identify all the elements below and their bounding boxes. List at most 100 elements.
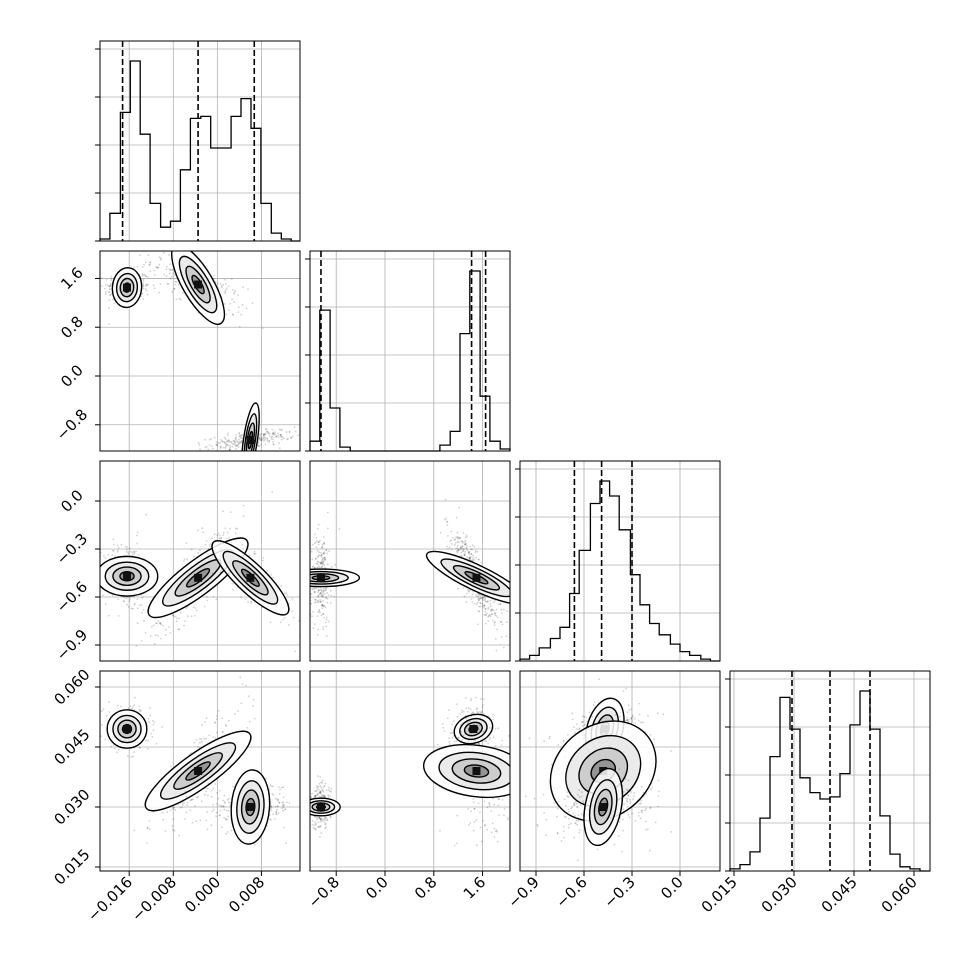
scatter-point: [224, 445, 227, 448]
scatter-point: [219, 571, 222, 574]
scatter-point: [133, 603, 136, 606]
scatter-point: [112, 538, 115, 540]
scatter-point: [471, 548, 474, 551]
density-peak: [472, 767, 481, 775]
scatter-point: [628, 816, 631, 819]
scatter-point: [283, 826, 285, 829]
scatter-point: [127, 605, 130, 608]
scatter-point: [160, 637, 162, 640]
scatter-point: [211, 537, 213, 540]
scatter-point: [151, 735, 154, 738]
scatter-point: [464, 539, 467, 542]
scatter-point: [436, 743, 439, 746]
scatter-point: [221, 440, 223, 442]
scatter-point: [216, 534, 219, 537]
scatter-point: [174, 274, 176, 276]
scatter-point: [184, 620, 186, 622]
scatter-point: [469, 545, 471, 548]
scatter-point: [326, 552, 328, 555]
scatter-point: [109, 283, 112, 285]
scatter-point: [320, 593, 323, 596]
scatter-point: [626, 716, 628, 719]
scatter-point: [312, 565, 315, 568]
scatter-point: [211, 810, 214, 813]
scatter-point: [133, 829, 136, 832]
histogram-step: [309, 270, 511, 452]
scatter-point: [317, 826, 320, 829]
scatter-point: [320, 781, 323, 784]
scatter-point: [511, 646, 513, 648]
scatter-point: [325, 816, 328, 819]
scatter-point: [473, 807, 476, 810]
scatter-point: [215, 441, 218, 443]
density-peak: [122, 572, 131, 581]
scatter-point: [176, 617, 178, 620]
scatter-point: [565, 805, 567, 807]
scatter-point: [633, 792, 636, 794]
scatter-point: [189, 799, 192, 802]
scatter-point: [469, 548, 472, 551]
scatter-point: [625, 797, 628, 800]
scatter-point: [475, 556, 477, 559]
scatter-point: [325, 596, 327, 599]
scatter-point: [622, 829, 624, 832]
scatter-point: [629, 799, 631, 801]
scatter-point: [199, 738, 201, 740]
scatter-point: [227, 809, 230, 812]
scatter-point: [330, 594, 333, 597]
scatter-point: [139, 710, 141, 713]
scatter-point: [203, 737, 206, 740]
scatter-point: [224, 303, 226, 305]
scatter-point: [143, 263, 145, 266]
scatter-point: [315, 795, 317, 797]
scatter-point: [491, 822, 494, 825]
scatter-point: [268, 432, 271, 435]
scatter-point: [204, 438, 206, 441]
scatter-point: [279, 435, 282, 438]
scatter-point: [312, 627, 315, 629]
scatter-point: [467, 710, 469, 713]
scatter-point: [234, 437, 237, 440]
scatter-point: [613, 843, 616, 846]
scatter-point: [316, 789, 318, 792]
scatter-point: [161, 811, 164, 814]
scatter-point: [226, 440, 229, 443]
scatter-point: [642, 795, 645, 798]
scatter-point: [513, 634, 515, 636]
scatter-point: [125, 597, 128, 600]
scatter-point: [229, 445, 232, 447]
scatter-point: [276, 798, 279, 801]
scatter-point: [325, 625, 328, 628]
scatter-point: [506, 621, 508, 623]
scatter-point: [315, 822, 317, 825]
y-tick-label: 0.060: [50, 665, 93, 708]
scatter-point: [329, 815, 332, 818]
scatter-point: [227, 537, 230, 539]
scatter-point: [253, 844, 256, 846]
scatter-point: [461, 711, 463, 714]
scatter-point: [482, 730, 485, 733]
scatter-point: [317, 561, 320, 563]
scatter-point: [516, 779, 518, 781]
scatter-point: [474, 696, 477, 699]
scatter-point: [266, 570, 268, 572]
scatter-point: [207, 782, 210, 785]
scatter-point: [260, 443, 263, 446]
scatter-point: [173, 829, 176, 832]
scatter-point: [481, 605, 484, 608]
scatter-point: [244, 598, 247, 601]
scatter-point: [181, 802, 184, 804]
x-tick-label: 0.0: [657, 873, 687, 903]
scatter-point: [485, 622, 487, 625]
scatter-point: [240, 439, 243, 442]
scatter-point: [229, 302, 232, 305]
scatter-point: [318, 608, 321, 611]
scatter-point: [142, 287, 145, 290]
scatter-point: [314, 587, 316, 590]
scatter-point: [260, 438, 263, 441]
scatter-point: [322, 604, 325, 607]
scatter-point: [319, 819, 322, 822]
scatter-point: [250, 602, 253, 604]
scatter-point: [240, 313, 243, 316]
scatter-point: [582, 800, 584, 802]
